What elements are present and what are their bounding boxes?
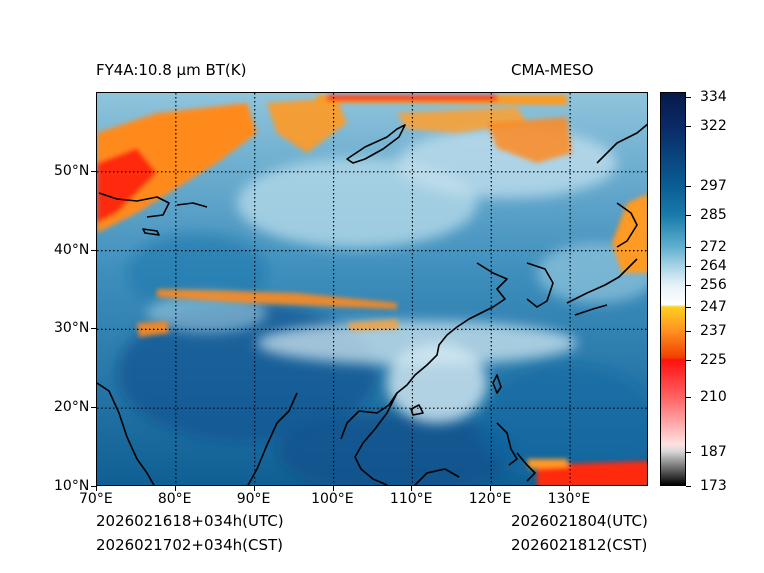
colorbar-tick-label: 334 xyxy=(700,88,727,105)
colorbar-tick xyxy=(686,215,691,217)
lat-tick xyxy=(91,170,96,172)
colorbar-tick-label: 297 xyxy=(700,178,727,195)
model-label: CMA-MESO xyxy=(511,61,594,79)
colorbar-tick-label: 264 xyxy=(700,258,727,275)
lat-tick xyxy=(91,328,96,330)
lat-tick-label: 20°N xyxy=(54,399,90,416)
lon-tick-label: 90°E xyxy=(236,491,271,507)
colorbar-tick xyxy=(686,486,691,487)
init-time-cst: 2026021702+034h(CST) xyxy=(96,536,284,554)
colorbar-tick-label: 322 xyxy=(700,117,727,134)
lon-tick xyxy=(332,486,334,491)
lon-tick-label: 70°E xyxy=(79,491,113,507)
cold-cloud-tops xyxy=(97,95,647,485)
colorbar-tick-label: 173 xyxy=(700,478,727,494)
colorbar-tick xyxy=(686,307,691,309)
map-canvas xyxy=(97,93,647,485)
colorbar-tick xyxy=(686,246,691,248)
lat-tick xyxy=(91,486,96,487)
colorbar-tick-label: 285 xyxy=(700,207,727,224)
colorbar-tick xyxy=(686,266,691,268)
lon-tick xyxy=(490,486,492,491)
lon-tick-label: 100°E xyxy=(311,491,354,507)
valid-time-cst: 2026021812(CST) xyxy=(511,536,648,554)
colorbar-tick-label: 256 xyxy=(700,277,727,294)
coastlines xyxy=(97,123,647,485)
lat-tick-label: 10°N xyxy=(54,478,90,494)
map-title: FY4A:10.8 µm BT(K) xyxy=(96,61,247,79)
mid-clouds xyxy=(147,128,647,423)
lon-tick xyxy=(96,486,97,491)
colorbar-tick-label: 225 xyxy=(700,352,727,369)
lon-tick xyxy=(253,486,255,491)
lon-tick xyxy=(174,486,176,491)
colorbar-tick-label: 187 xyxy=(700,444,727,461)
lon-tick xyxy=(411,486,413,491)
lat-tick-label: 30°N xyxy=(54,320,90,337)
colorbar-tick xyxy=(686,396,691,398)
colorbar-tick xyxy=(686,125,691,127)
colorbar-tick-label: 247 xyxy=(700,299,727,316)
graticule xyxy=(97,93,647,485)
lon-tick-label: 80°E xyxy=(157,491,192,507)
colorbar-tick-label: 272 xyxy=(700,238,727,255)
lat-tick-label: 50°N xyxy=(54,162,90,179)
lon-tick-label: 110°E xyxy=(389,491,433,507)
colorbar-tick-label: 210 xyxy=(700,388,727,405)
lat-tick xyxy=(91,407,96,409)
lat-tick xyxy=(91,249,96,251)
colorbar xyxy=(660,92,686,486)
lat-tick-label: 40°N xyxy=(54,241,90,258)
colorbar-tick xyxy=(686,360,691,362)
init-time-utc: 2026021618+034h(UTC) xyxy=(96,512,284,530)
colorbar-tick xyxy=(686,331,691,333)
colorbar-tick xyxy=(686,186,691,188)
lon-tick xyxy=(569,486,571,491)
colorbar-tick xyxy=(686,452,691,454)
lon-tick-label: 120°E xyxy=(468,491,512,507)
colorbar-tick xyxy=(686,285,691,287)
valid-time-utc: 2026021804(UTC) xyxy=(511,512,648,530)
lon-tick-label: 130°E xyxy=(547,491,591,507)
colorbar-tick-label: 237 xyxy=(700,323,727,340)
satellite-map xyxy=(96,92,648,486)
colorbar-tick xyxy=(686,96,691,98)
